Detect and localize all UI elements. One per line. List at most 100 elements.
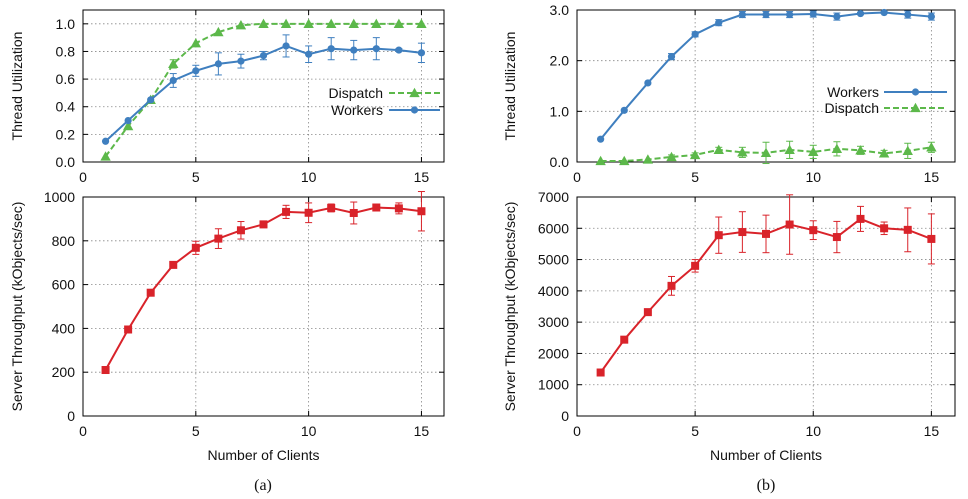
data-point-dispatch [713,144,724,154]
data-point-workers [282,42,290,50]
series-throughput [101,191,426,375]
legend-marker-dispatch [409,87,420,98]
data-point-throughput [259,220,268,229]
series-line-workers [599,11,932,140]
data-point-workers [667,53,676,61]
data-point-workers [856,9,865,18]
y-tick-label: 0.0 [56,154,76,170]
data-point-workers [305,50,313,58]
data-point-workers [904,10,912,19]
data-point-workers [715,19,723,27]
x-tick-label: 15 [414,423,430,439]
x-tick-label: 15 [924,169,940,185]
x-tick-label: 0 [573,423,581,439]
data-point-workers [259,52,268,60]
data-point-dispatch [190,37,202,48]
data-point-workers [809,10,817,18]
caption-a: (a) [254,477,272,494]
data-point-workers [762,10,770,19]
data-point-throughput [785,220,794,229]
data-point-workers [417,49,426,57]
y-tick-label: 0.6 [56,71,76,87]
data-point-throughput [124,325,133,334]
data-point-throughput [596,368,605,377]
y-tick-label: 600 [52,277,76,293]
y-tick-label: 800 [52,233,76,249]
chart-a-util: 0 5 10 15 0.0 0.2 0.4 0.6 0.8 1.0 Thread Utilizati… [9,9,445,185]
data-point-throughput [169,260,178,269]
data-point-throughput [146,288,155,297]
data-point-workers [644,79,652,87]
series-workers [101,34,426,145]
x-tick-label: 10 [301,423,317,439]
data-point-throughput [738,228,747,237]
data-point-throughput [880,224,889,233]
chart-b-thr: 0 5 10 15 0 1000 2000 3000 4000 5000 6000 7000 Serve… [502,189,956,463]
data-point-workers [147,96,155,104]
y-tick-label: 1000 [44,189,75,205]
data-point-dispatch [666,151,677,162]
x-tick-label: 0 [79,423,87,439]
x-tick-label: 10 [805,423,821,439]
data-point-dispatch [100,151,111,161]
data-point-throughput [856,214,865,223]
y-tick-label: 3.0 [550,2,570,18]
legend-marker-workers [410,106,419,114]
data-point-dispatch [258,18,269,28]
data-point-workers [395,46,403,54]
y-tick-label: 0 [67,408,75,424]
data-point-dispatch [855,145,866,155]
y-tick-label: 0.8 [56,43,76,59]
chart-a-thr: 0 5 10 15 0 200 400 600 800 1000 Server Throughput… [9,189,445,463]
data-point-workers [350,46,358,54]
data-point-dispatch [784,144,795,154]
data-point-dispatch [303,18,314,28]
x-tick-label: 5 [192,169,200,185]
y-tick-label: 0.2 [56,126,76,142]
data-point-throughput [691,261,700,270]
x-tick-label: 0 [79,169,87,185]
data-point-throughput [832,233,841,242]
data-point-workers [214,60,222,68]
legend-marker-workers [911,88,920,96]
data-point-workers [833,12,841,21]
y-tick-label: 7000 [538,189,569,205]
data-point-workers [124,116,132,125]
series-throughput [596,194,936,377]
series-workers [597,8,935,143]
y-tick-label: 400 [52,320,76,336]
data-point-dispatch [393,18,405,28]
data-point-throughput [903,225,912,234]
legend-label-dispatch: Dispatch [825,100,879,116]
y-tick-label: 2.0 [550,53,570,69]
series-dispatch [595,140,937,166]
data-point-workers [738,10,746,19]
data-point-dispatch [619,155,630,166]
data-point-workers [101,137,110,145]
data-point-throughput [643,308,652,317]
data-point-throughput [349,208,358,217]
legend-label-dispatch: Dispatch [329,85,383,101]
y-tick-label: 1.0 [56,16,76,32]
x-tick-label: 10 [805,169,821,185]
x-tick-label: 5 [192,423,200,439]
data-point-throughput [304,208,313,217]
data-point-throughput [214,234,223,243]
y-tick-label: 3000 [538,314,569,330]
data-point-dispatch [168,58,179,69]
y-tick-label: 5000 [538,252,569,268]
y-tick-label: 0.4 [56,99,76,115]
caption-b: (b) [757,477,776,494]
legend-marker-dispatch [910,102,921,113]
plot-frame [82,196,445,417]
data-point-dispatch [348,18,359,28]
x-tick-label: 0 [573,169,581,185]
y-tick-label: 1.0 [550,103,570,119]
data-point-dispatch [371,18,382,28]
plot-frame [576,196,956,417]
data-point-dispatch [235,20,247,30]
data-point-workers [927,12,935,21]
x-axis-title: Number of Clients [207,447,319,463]
